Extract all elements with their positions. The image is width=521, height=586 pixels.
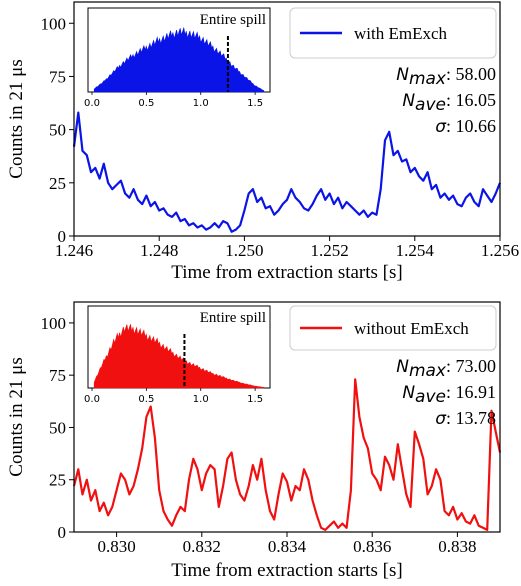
stat-colon: : <box>446 64 456 84</box>
inset-tick-label: 0.0 <box>84 98 100 109</box>
inset-tick-label: 0.0 <box>84 394 100 405</box>
inset-histogram-bars <box>93 26 265 93</box>
legend: with EmExch <box>289 7 497 59</box>
stat-symbol: σ <box>435 409 447 429</box>
stat-line: Nmax: 58.00 <box>396 64 496 89</box>
y-tick-label: 25 <box>49 471 66 490</box>
stat-colon: : <box>446 408 456 428</box>
panel-with-emexch: 1.246 1.248 1.250 1.252 1.254 1.256 0 25 50 75 100… <box>6 1 519 283</box>
stat-colon: : <box>446 382 456 402</box>
x-tick-label: 1.246 <box>55 241 93 260</box>
y-tick-label: 50 <box>49 418 66 437</box>
stat-symbol: N <box>396 357 409 377</box>
stat-subscript: max <box>409 361 447 381</box>
inset-tick-label: 1.0 <box>193 98 209 109</box>
legend: without EmExch <box>289 305 497 351</box>
inset-histogram: Entire spill 0.0 0.5 1.0 1.5 <box>84 305 271 405</box>
inset-title: Entire spill <box>200 310 266 326</box>
y-tick-label: 75 <box>49 366 66 385</box>
x-tick-label: 0.834 <box>268 537 307 556</box>
stat-value: 10.66 <box>456 116 497 136</box>
x-tick-label: 1.252 <box>310 241 348 260</box>
y-tick-label: 0 <box>58 227 67 246</box>
inset-title: Entire spill <box>200 12 266 28</box>
stat-colon: : <box>446 90 456 110</box>
legend-box <box>289 305 497 351</box>
y-axis-label: Counts in 21 μs <box>6 59 27 178</box>
legend-box <box>289 7 497 59</box>
stat-line: Nave: 16.05 <box>402 90 496 115</box>
inset-tick-label: 1.5 <box>247 98 263 109</box>
x-tick-label: 1.254 <box>396 241 435 260</box>
x-tick-label: 0.838 <box>438 537 476 556</box>
stat-value: 73.00 <box>456 356 497 376</box>
inset-tick-label: 1.5 <box>247 394 263 405</box>
x-tick-label: 1.248 <box>140 241 178 260</box>
stat-value: 58.00 <box>456 64 497 84</box>
inset-tick-label: 1.0 <box>193 394 209 405</box>
x-tick-label: 0.836 <box>353 537 391 556</box>
stat-line: σ: 13.78 <box>435 408 496 429</box>
inset-tick-label: 0.5 <box>138 394 154 405</box>
y-tick-label: 0 <box>58 523 67 542</box>
stat-value: 16.91 <box>456 382 497 402</box>
legend-label: with EmExch <box>354 24 448 43</box>
inset-tick-label: 0.5 <box>138 98 154 109</box>
y-tick-label: 100 <box>41 314 67 333</box>
stat-value: 16.05 <box>456 90 497 110</box>
stat-symbol: N <box>396 65 409 85</box>
y-tick-label: 100 <box>41 14 67 33</box>
stat-subscript: max <box>409 69 447 89</box>
inset-histogram: Entire spill 0.0 0.5 1.0 1.5 <box>84 7 271 109</box>
x-tick-label: 1.250 <box>225 241 263 260</box>
inset-histogram-bars <box>93 324 265 389</box>
panel-without-emexch: 0.830 0.832 0.834 0.836 0.838 0 25 50 75 100 Time … <box>6 301 502 581</box>
series-line <box>72 378 502 531</box>
legend-label: without EmExch <box>354 319 469 338</box>
stat-line: Nmax: 73.00 <box>396 356 496 381</box>
stat-colon: : <box>446 116 456 136</box>
x-tick-label: 0.832 <box>183 537 221 556</box>
stat-value: 13.78 <box>456 408 497 428</box>
x-tick-label: 0.830 <box>97 537 135 556</box>
x-axis-label: Time from extraction starts [s] <box>171 262 402 283</box>
axes-frame <box>73 1 501 237</box>
stat-subscript: ave <box>415 95 446 115</box>
y-tick-label: 25 <box>49 174 66 193</box>
y-tick-label: 50 <box>49 121 66 140</box>
stat-line: Nave: 16.91 <box>402 382 496 407</box>
stat-symbol: N <box>402 91 415 111</box>
stat-symbol: N <box>402 383 415 403</box>
y-tick-label: 75 <box>49 67 66 86</box>
stat-line: σ: 10.66 <box>435 116 496 137</box>
stat-subscript: ave <box>415 387 446 407</box>
stat-colon: : <box>446 356 456 376</box>
x-axis-label: Time from extraction starts [s] <box>171 560 402 581</box>
x-tick-label: 1.256 <box>481 241 519 260</box>
y-axis-label: Counts in 21 μs <box>6 357 27 476</box>
stat-symbol: σ <box>435 117 447 137</box>
series-line <box>72 111 502 233</box>
